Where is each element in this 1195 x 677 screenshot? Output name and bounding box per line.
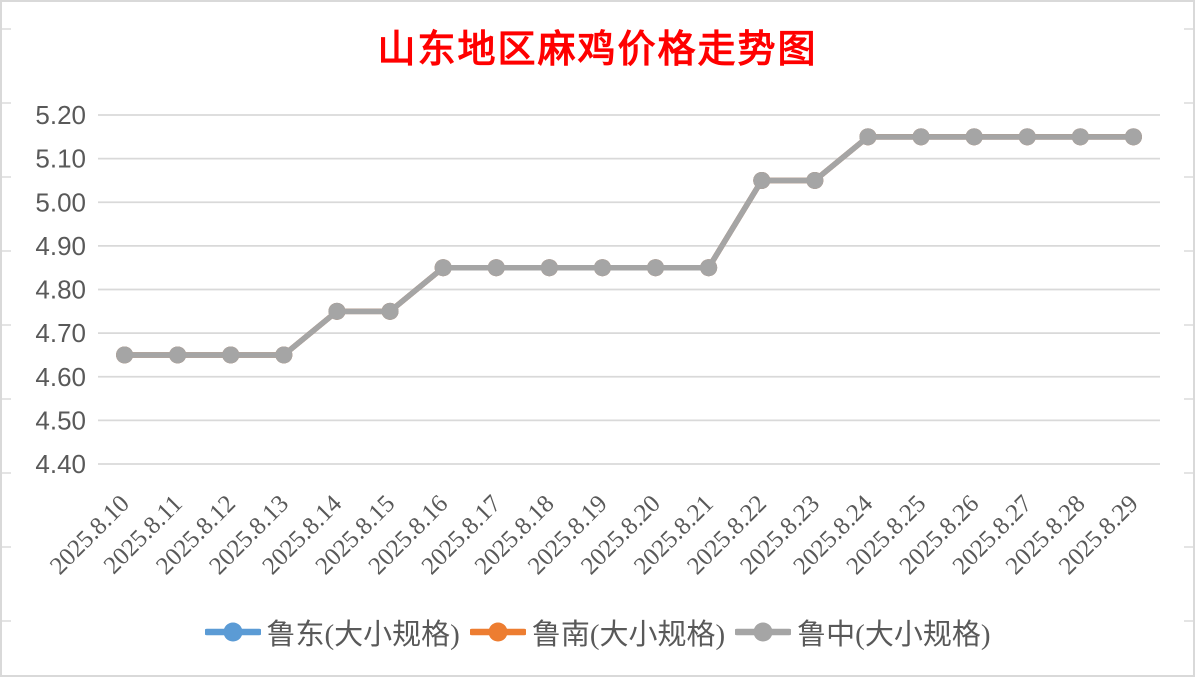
- data-point-marker: [434, 259, 452, 277]
- data-point-marker: [700, 259, 718, 277]
- plot-area: 4.404.504.604.704.804.905.005.105.202025…: [35, 100, 1160, 580]
- y-tick-label: 5.10: [35, 144, 86, 174]
- chart-title: 山东地区麻鸡价格走势图: [377, 29, 818, 71]
- legend-item-ludong: 鲁东(大小规格): [204, 611, 460, 653]
- data-point-marker: [965, 128, 983, 146]
- data-point-marker: [753, 171, 771, 189]
- data-point-marker: [912, 128, 930, 146]
- y-tick-label: 4.50: [35, 405, 86, 435]
- y-tick-label: 5.00: [35, 187, 86, 217]
- data-point-marker: [540, 259, 558, 277]
- data-point-marker: [222, 346, 240, 364]
- data-point-marker: [381, 302, 399, 320]
- data-point-marker: [275, 346, 293, 364]
- legend-item-lunan: 鲁南(大小规格): [469, 611, 726, 653]
- data-point-marker: [116, 346, 134, 364]
- data-point-marker: [169, 346, 187, 364]
- y-tick-label: 4.60: [35, 362, 86, 392]
- line-marker-icon: [469, 622, 526, 642]
- legend-item-luzhong: 鲁中(大小规格): [735, 611, 990, 653]
- data-point-marker: [1124, 128, 1142, 146]
- y-tick-label: 4.80: [35, 275, 86, 305]
- legend-label: 鲁南(大小规格): [531, 619, 726, 651]
- data-point-marker: [859, 128, 877, 146]
- data-point-marker: [1018, 128, 1036, 146]
- y-tick-label: 4.40: [35, 449, 86, 479]
- series-line-2: [121, 134, 1137, 358]
- y-tick-label: 5.20: [35, 100, 86, 130]
- data-point-marker: [328, 302, 346, 320]
- legend-label: 鲁东(大小规格): [266, 619, 460, 651]
- legend-label: 鲁中(大小规格): [797, 619, 991, 651]
- line-marker-icon: [204, 622, 261, 642]
- data-point-marker: [647, 259, 665, 277]
- legend: 鲁东(大小规格) 鲁南(大小规格) 鲁中(大小规格): [2, 611, 1193, 653]
- data-point-marker: [1071, 128, 1089, 146]
- data-point-marker: [806, 171, 824, 189]
- data-point-marker: [487, 259, 505, 277]
- line-marker-icon: [735, 622, 792, 642]
- data-point-marker: [593, 259, 611, 277]
- y-tick-label: 4.70: [35, 318, 86, 348]
- y-tick-label: 4.90: [35, 231, 86, 261]
